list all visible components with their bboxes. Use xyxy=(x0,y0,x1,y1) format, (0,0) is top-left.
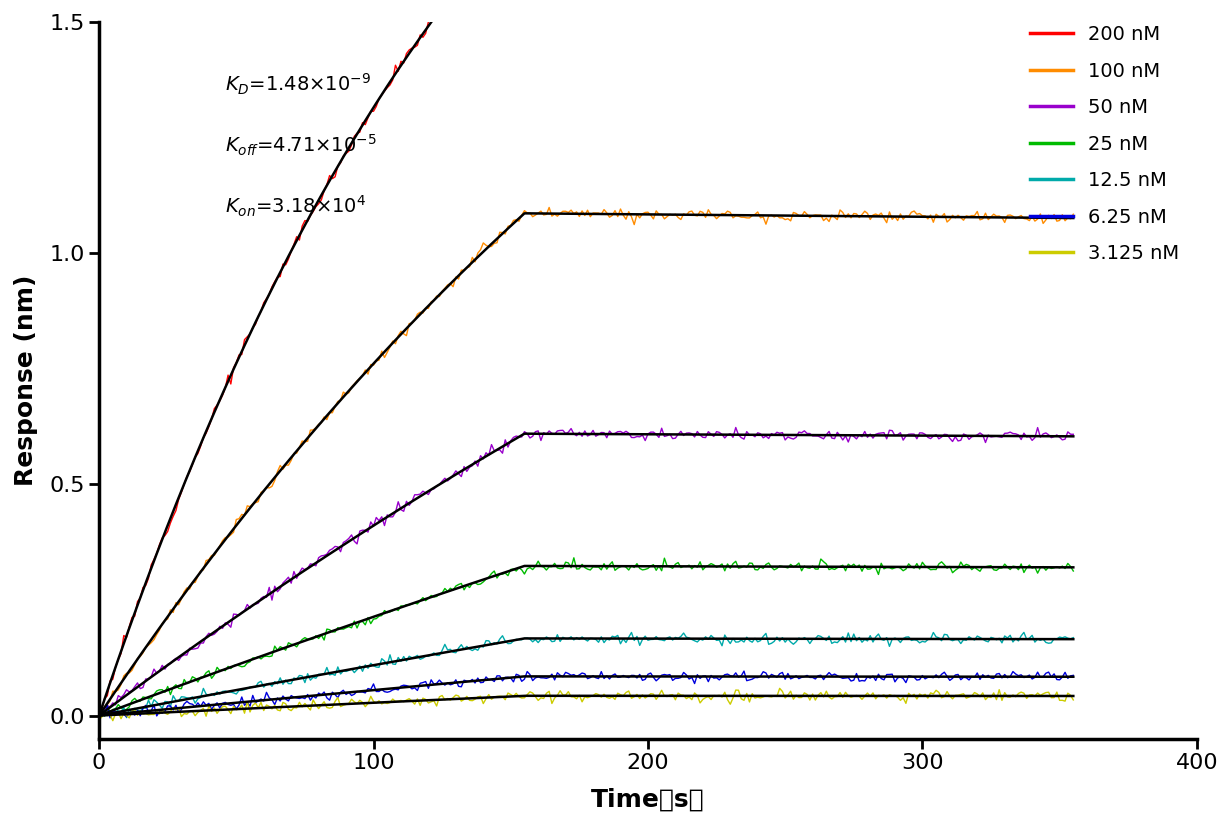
Text: $K_D$=1.48×10$^{-9}$: $K_D$=1.48×10$^{-9}$ xyxy=(225,72,372,97)
Y-axis label: Response (nm): Response (nm) xyxy=(14,275,38,486)
Text: $K_{on}$=3.18×10$^{4}$: $K_{on}$=3.18×10$^{4}$ xyxy=(225,194,367,219)
Legend: 200 nM, 100 nM, 50 nM, 25 nM, 12.5 nM, 6.25 nM, 3.125 nM: 200 nM, 100 nM, 50 nM, 25 nM, 12.5 nM, 6… xyxy=(1023,17,1188,271)
Text: $K_{off}$=4.71×10$^{-5}$: $K_{off}$=4.71×10$^{-5}$ xyxy=(225,133,377,158)
X-axis label: Time（s）: Time（s） xyxy=(591,787,705,811)
